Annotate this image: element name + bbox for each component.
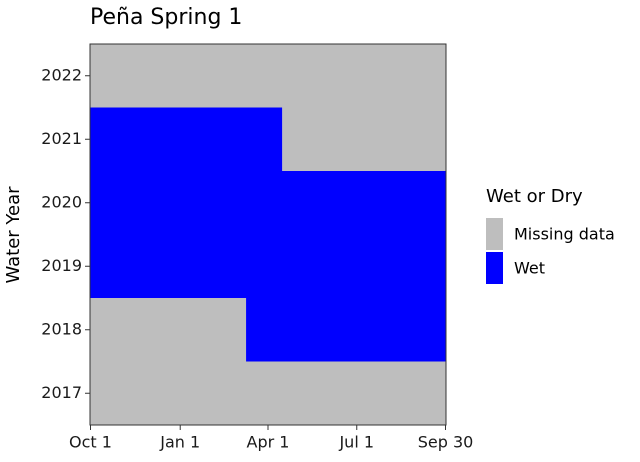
- tile: [246, 298, 446, 362]
- chart-title: Peña Spring 1: [90, 5, 242, 30]
- x-tick-label: Apr 1: [247, 433, 290, 452]
- tile: [282, 107, 446, 171]
- legend-key: [486, 252, 503, 284]
- x-tick-label: Oct 1: [69, 433, 112, 452]
- tile: [90, 171, 446, 235]
- legend-label: Wet: [514, 259, 545, 278]
- x-tick-label: Sep 30: [418, 433, 474, 452]
- y-tick-label: 2021: [41, 129, 82, 148]
- y-tick-label: 2020: [41, 192, 82, 211]
- tile: [90, 298, 247, 362]
- tile: [90, 361, 446, 425]
- y-axis-label: Water Year: [3, 186, 24, 284]
- legend-label: Missing data: [514, 225, 615, 244]
- y-tick-label: 2022: [41, 65, 82, 84]
- y-tick-label: 2018: [41, 319, 82, 338]
- y-tick-label: 2019: [41, 256, 82, 275]
- y-tick-label: 2017: [41, 383, 82, 402]
- tile: [90, 107, 283, 171]
- tile: [90, 234, 446, 298]
- legend-key: [486, 218, 503, 250]
- tile: [90, 44, 446, 108]
- legend-title: Wet or Dry: [486, 186, 583, 207]
- x-tick-label: Jul 1: [338, 433, 374, 452]
- x-tick-label: Jan 1: [159, 433, 200, 452]
